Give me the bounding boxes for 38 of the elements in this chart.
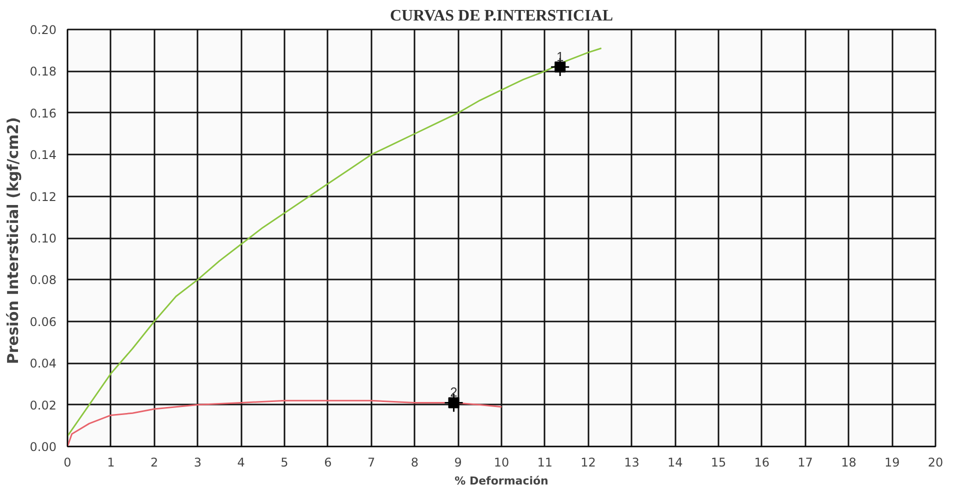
x-tick-label: 2 [150,456,158,470]
y-tick-label: 0.06 [30,314,56,329]
y-tick-label: 0.10 [30,232,56,246]
y-tick-label: 0.08 [30,273,56,288]
x-tick-label: 0 [64,456,72,470]
y-tick-label: 0.20 [30,23,56,37]
x-tick-label: 3 [194,456,202,470]
x-tick-label: 7 [367,456,376,470]
y-tick-label: 0.18 [30,64,56,79]
x-tick-label: 5 [280,456,288,470]
y-axis-title: Presión Intersticial (kgf/cm2) [4,117,22,364]
x-tick-label: 13 [624,456,640,470]
x-tick-label: 6 [324,456,332,470]
x-tick-label: 16 [754,456,770,470]
x-axis-title: % Deformación [454,474,548,488]
y-tick-label: 0.00 [30,440,56,454]
y-tick-label: 0.16 [30,106,56,120]
x-tick-label: 8 [410,456,419,470]
x-tick-label: 1 [107,456,115,470]
x-tick-label: 17 [798,456,813,470]
x-tick-label: 9 [454,456,462,470]
y-tick-label: 0.04 [30,356,56,371]
y-tick-label: 0.14 [30,148,56,162]
x-tick-label: 20 [928,456,944,470]
line-series [68,48,602,437]
x-tick-label: 11 [537,456,553,470]
x-tick-label: 14 [667,456,683,470]
chart-title: CURVAS DE P.INTERSTICIAL [390,8,614,24]
x-tick-label: 15 [710,456,726,470]
y-tick-label: 0.12 [30,190,56,204]
x-tick-label: 19 [884,456,900,470]
x-tick-label: 18 [841,456,856,470]
y-tick-label: 0.02 [30,398,56,412]
annotation: 1 [556,49,564,64]
x-tick-label: 4 [237,456,245,470]
annotation: 2 [450,384,458,400]
x-tick-label: 10 [494,456,510,470]
x-tick-label: 12 [580,456,596,470]
